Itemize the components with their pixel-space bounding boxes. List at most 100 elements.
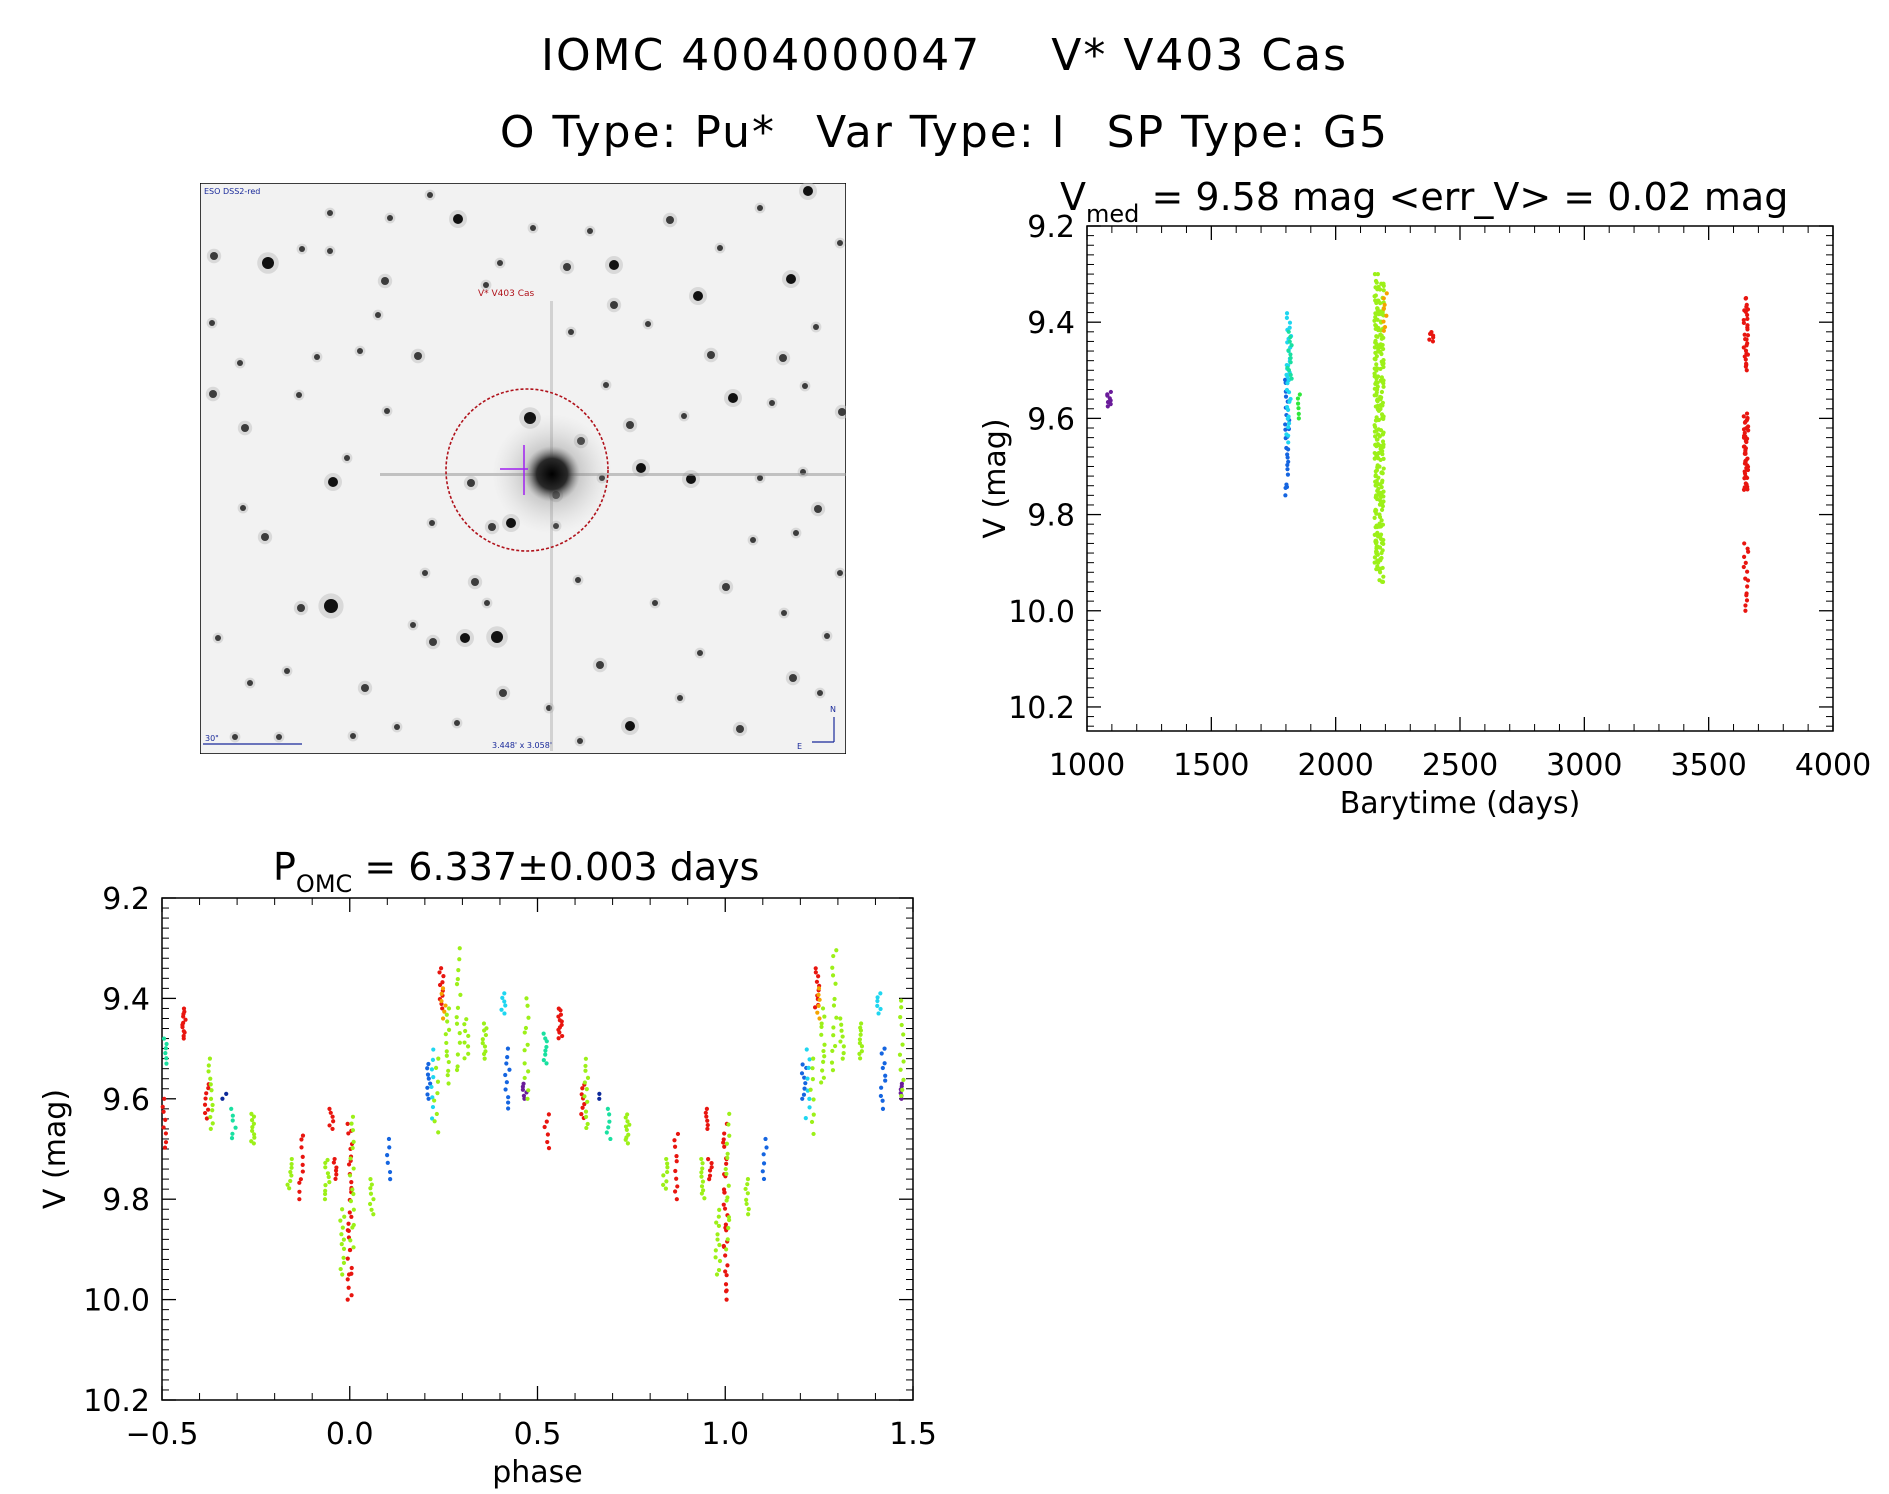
object-name: V* V403 Cas xyxy=(1051,30,1348,81)
data-point xyxy=(840,1034,845,1039)
star-core xyxy=(686,474,696,484)
data-point xyxy=(502,1011,507,1016)
star-core xyxy=(645,321,651,327)
data-point xyxy=(326,1174,331,1180)
star-core xyxy=(652,600,658,606)
data-point xyxy=(1287,399,1292,404)
data-point xyxy=(722,1190,727,1195)
data-point xyxy=(325,1157,330,1163)
data-point xyxy=(880,1065,885,1071)
data-point xyxy=(1377,545,1383,550)
data-point xyxy=(349,1214,354,1219)
data-point xyxy=(1744,411,1750,416)
data-point xyxy=(340,1225,345,1230)
data-point xyxy=(1431,335,1436,340)
data-point xyxy=(623,1115,628,1120)
data-point xyxy=(558,1008,563,1013)
data-point xyxy=(462,1056,467,1061)
data-point xyxy=(1743,364,1748,369)
data-point xyxy=(1380,400,1385,405)
data-point xyxy=(1373,381,1378,387)
data-point xyxy=(483,1032,488,1038)
data-point xyxy=(807,1096,812,1101)
data-point xyxy=(523,1025,529,1031)
star-core xyxy=(429,520,435,526)
data-point xyxy=(432,1098,437,1103)
data-point xyxy=(1372,393,1377,398)
data-point xyxy=(164,1061,169,1066)
data-point xyxy=(371,1212,376,1217)
data-point xyxy=(1380,451,1385,457)
data-point xyxy=(580,1105,585,1110)
data-point xyxy=(351,1245,356,1250)
data-point xyxy=(1373,311,1378,316)
data-point xyxy=(1427,337,1432,342)
data-point xyxy=(858,1056,863,1061)
data-point xyxy=(1378,301,1383,306)
data-point xyxy=(1375,437,1380,442)
data-point xyxy=(584,1125,589,1131)
data-point xyxy=(1379,555,1384,561)
data-point xyxy=(446,1059,451,1065)
data-point xyxy=(859,1049,864,1054)
data-point xyxy=(1288,352,1293,357)
x-tick-label: 3500 xyxy=(1670,748,1746,783)
data-point xyxy=(1283,493,1288,498)
data-point xyxy=(1381,456,1386,461)
star-core xyxy=(284,668,290,674)
star-core xyxy=(793,530,799,536)
data-point xyxy=(831,1025,836,1030)
bright-star xyxy=(380,301,846,751)
data-point xyxy=(664,1179,669,1184)
data-point xyxy=(446,1027,452,1032)
data-point xyxy=(387,1145,392,1150)
data-point xyxy=(1374,334,1379,339)
data-point xyxy=(442,1009,447,1014)
data-point xyxy=(1374,444,1379,449)
data-point xyxy=(1743,296,1748,301)
star-core xyxy=(609,260,619,270)
object-id: IOMC 4004000047 xyxy=(541,30,982,81)
star-core xyxy=(568,329,574,335)
data-point xyxy=(665,1169,670,1175)
data-point xyxy=(1741,414,1746,419)
svg-text:POMC = 6.337±0.003 days: POMC = 6.337±0.003 days xyxy=(273,845,759,898)
data-point xyxy=(429,1084,434,1090)
data-point xyxy=(323,1165,328,1170)
data-point xyxy=(858,1032,863,1037)
data-point xyxy=(623,1137,628,1142)
data-point xyxy=(801,1092,807,1097)
data-point xyxy=(299,1137,304,1142)
data-point xyxy=(815,1010,820,1015)
data-point xyxy=(386,1136,392,1142)
data-point xyxy=(506,1100,511,1105)
star-core xyxy=(327,248,333,254)
data-point xyxy=(1286,425,1291,430)
data-point xyxy=(522,1096,527,1101)
data-point xyxy=(435,1091,440,1096)
data-point xyxy=(1380,432,1385,437)
data-point xyxy=(1286,459,1291,464)
data-point xyxy=(425,1085,430,1090)
data-point xyxy=(833,1043,838,1049)
data-point xyxy=(204,1091,209,1096)
data-point xyxy=(723,1289,729,1294)
data-point xyxy=(327,1180,332,1185)
star-core xyxy=(344,455,350,461)
star-core xyxy=(394,724,400,730)
data-point xyxy=(1108,401,1113,407)
data-point xyxy=(839,1022,844,1027)
data-point xyxy=(160,1104,165,1109)
data-point xyxy=(817,997,822,1002)
data-point xyxy=(838,1039,843,1044)
data-point xyxy=(1373,418,1379,423)
data-point xyxy=(583,1063,588,1069)
data-point xyxy=(582,1094,587,1099)
data-point xyxy=(1746,428,1751,433)
data-point xyxy=(899,998,904,1003)
data-point xyxy=(1373,338,1378,343)
data-point xyxy=(445,1073,450,1078)
data-point xyxy=(1743,357,1748,362)
star-core xyxy=(297,604,305,612)
data-point xyxy=(727,1217,732,1223)
